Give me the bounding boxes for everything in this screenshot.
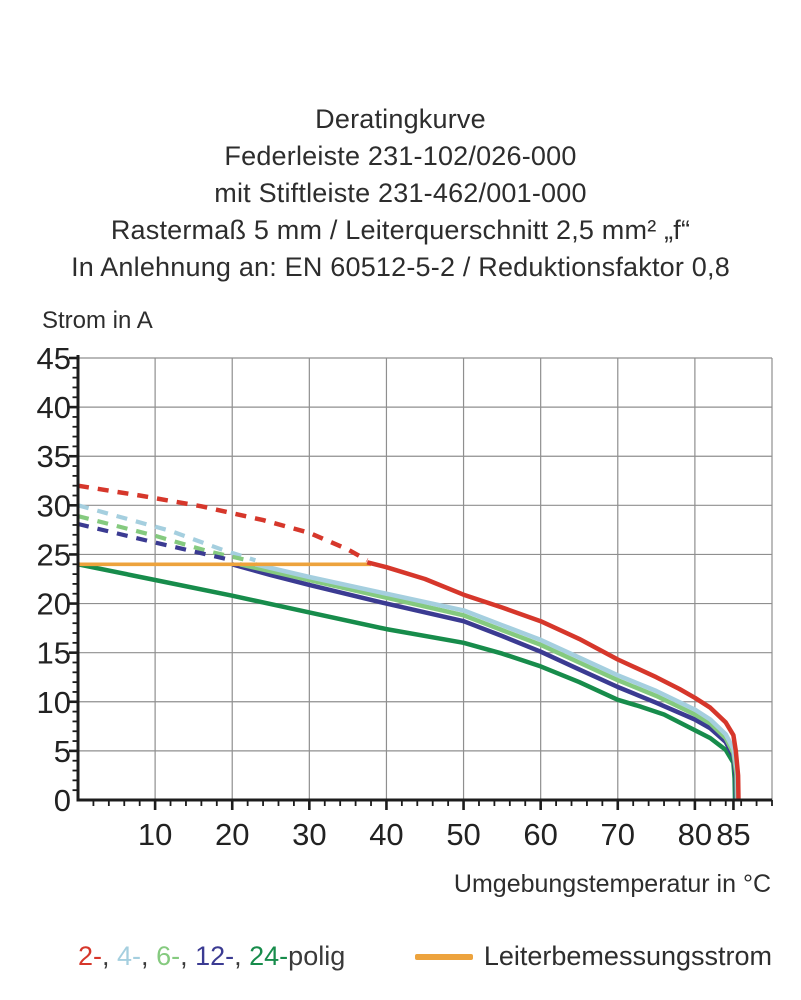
y-tick-label: 0 [54,783,71,818]
y-tick-label: 15 [37,636,71,671]
orange-line-swatch [414,953,473,960]
line-legend: Leiterbemessungsstrom [414,941,772,972]
y-tick-label: 10 [37,685,71,720]
title-line-5: In Anlehnung an: EN 60512-5-2 / Reduktio… [71,252,730,282]
x-tick-label: 80 [678,817,712,852]
title-line-4: Rastermaß 5 mm / Leiterquerschnitt 2,5 m… [110,215,691,245]
legend-part: 2- [78,941,103,971]
4-polig-dashed-curve [77,503,257,563]
4-polig-curve [254,562,740,801]
y-tick-label: 40 [37,390,71,425]
x-axis-title: Umgebungstemperatur in °C [453,870,771,898]
2-polig-dashed-curve [77,483,369,563]
y-tick-label: 20 [37,587,71,622]
y-tick-label: 30 [37,488,71,523]
x-tick-label: 20 [215,817,249,852]
legend-part: polig [288,941,346,971]
title-line-3: mit Stiftleiste 231-462/001-000 [214,178,587,208]
6-polig-dashed-curve [77,514,249,563]
2-polig-curve [366,560,741,801]
y-axis-title: Strom in A [42,307,153,334]
x-tick-label: 10 [138,817,172,852]
y-tick-label: 45 [37,341,71,376]
legend-part: , [180,941,196,971]
legend-part: 4- [117,941,142,971]
polig-legend: 2-, 4-, 6-, 12-, 24-polig [78,941,345,972]
x-tick-label: 50 [446,817,480,852]
y-tick-label: 25 [37,537,71,572]
chart-title: Deratingkurve Federleiste 231-102/026-00… [0,101,801,286]
y-tick-label: 35 [37,439,71,474]
title-line-2: Federleiste 231-102/026-000 [224,141,577,171]
x-tick-label: 30 [292,817,326,852]
legend-part: 6- [156,941,181,971]
line-legend-label: Leiterbemessungsstrom [483,941,772,971]
x-tick-label: 85 [716,817,750,852]
legend-part: , [102,941,118,971]
legend-part: , [141,941,157,971]
legend: 2-, 4-, 6-, 12-, 24-polig Leiterbemessun… [78,941,772,972]
x-tick-label: 70 [601,817,635,852]
24-polig-curve [77,562,738,801]
y-tick-label: 5 [54,734,71,769]
x-tick-label: 60 [523,817,557,852]
legend-part: 24- [249,941,289,971]
x-tick-label: 40 [369,817,403,852]
legend-part: 12- [195,941,235,971]
title-line-1: Deratingkurve [315,104,486,134]
legend-part: , [234,941,250,971]
